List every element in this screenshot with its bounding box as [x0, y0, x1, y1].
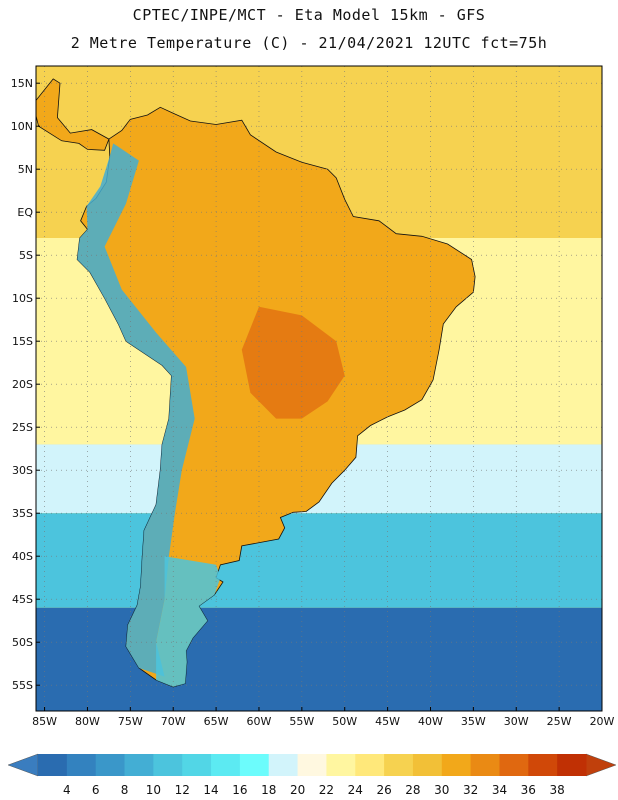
- colorbar-swatch: [153, 754, 183, 776]
- colorbar-labels: 4 6 8 10 12 14 16 18 20 22 24 26 28 30 32 34 36 38: [63, 783, 565, 797]
- latitude-label: 40S: [12, 550, 33, 563]
- colorbar-swatch: [412, 754, 443, 776]
- colorbar-swatch: [384, 754, 414, 776]
- longitude-label: 85W: [32, 715, 57, 728]
- colorbar-label: 20: [290, 783, 305, 797]
- colorbar-swatch: [297, 754, 327, 776]
- latitude-label: 55S: [12, 679, 33, 692]
- latitude-label: 45S: [12, 593, 33, 606]
- colorbar-swatches: [7, 753, 617, 777]
- latitude-labels: 15N 10N 5N EQ 5S 10S 15S 20S 25S 30S 35S 40S 45S 50S 5…: [11, 77, 40, 692]
- latitude-label: 15N: [11, 77, 33, 90]
- land-areas: [36, 78, 476, 688]
- longitude-label: 25W: [547, 715, 572, 728]
- colorbar-label: 22: [319, 783, 334, 797]
- colorbar-swatch: [211, 754, 241, 776]
- colorbar-label: 24: [348, 783, 363, 797]
- colorbar-swatch: [124, 754, 154, 776]
- colorbar-swatch: [268, 754, 299, 776]
- colorbar-swatch: [470, 754, 500, 776]
- colorbar-swatch: [239, 754, 270, 776]
- colorbar-swatch: [557, 754, 587, 776]
- longitude-label: 60W: [247, 715, 272, 728]
- colorbar-label: 38: [550, 783, 565, 797]
- longitude-label: 55W: [289, 715, 314, 728]
- colorbar-label: 18: [261, 783, 276, 797]
- colorbar-swatch: [66, 754, 97, 776]
- longitude-label: 80W: [75, 715, 100, 728]
- colorbar-label: 26: [376, 783, 391, 797]
- colorbar-label: 8: [121, 783, 129, 797]
- colorbar-label: 14: [203, 783, 218, 797]
- latitude-label: 5N: [18, 163, 33, 176]
- patagonia-cool-region: [156, 556, 221, 687]
- latitude-label: 50S: [12, 636, 33, 649]
- colorbar-swatch: [528, 754, 558, 776]
- colorbar-label: 10: [146, 783, 161, 797]
- latitude-label: 35S: [12, 507, 33, 520]
- latitude-label: 20S: [12, 378, 33, 391]
- longitude-label: 45W: [375, 715, 400, 728]
- latitude-label: 10N: [11, 120, 33, 133]
- longitude-label: 50W: [332, 715, 357, 728]
- latitude-label: EQ: [17, 206, 33, 219]
- longitude-label: 30W: [504, 715, 529, 728]
- longitude-label: 35W: [461, 715, 486, 728]
- ocean-band-cool: [36, 513, 602, 608]
- central-america-land: [36, 78, 110, 151]
- latitude-label: 15S: [12, 335, 33, 348]
- latitude-label: 30S: [12, 464, 33, 477]
- colorbar-swatch: [355, 754, 385, 776]
- colorbar-swatch: [326, 754, 356, 776]
- map-field: [36, 66, 602, 711]
- chart-title-line1: CPTEC/INPE/MCT - Eta Model 15km - GFS: [132, 6, 486, 24]
- colorbar-label: 12: [175, 783, 190, 797]
- colorbar-label: 6: [92, 783, 100, 797]
- andes-cold-band: [77, 143, 195, 677]
- colorbar-label: 28: [405, 783, 420, 797]
- latitude-label: 10S: [12, 292, 33, 305]
- colorbar-swatch: [38, 754, 68, 776]
- latitude-label: 25S: [12, 421, 33, 434]
- colorbar-label: 16: [232, 783, 247, 797]
- colorbar-label: 32: [463, 783, 478, 797]
- longitude-label: 65W: [204, 715, 229, 728]
- longitude-labels: 85W 80W 75W 70W 65W 60W 55W 50W 45W 40W 35W 30W 25W 2…: [32, 707, 615, 728]
- colorbar-label: 34: [492, 783, 507, 797]
- colorbar-swatch: [95, 754, 126, 776]
- colorbar: 4 6 8 10 12 14 16 18 20 22 24 26 28 30 32 34 36 38: [7, 753, 617, 797]
- longitude-label: 70W: [161, 715, 186, 728]
- colorbar-low-arrow: [7, 753, 39, 777]
- colorbar-swatch: [182, 754, 212, 776]
- colorbar-label: 30: [434, 783, 449, 797]
- ocean-band-cold: [36, 607, 602, 711]
- hot-interior-region: [241, 306, 345, 419]
- colorbar-label: 4: [63, 783, 71, 797]
- colorbar-swatch: [499, 754, 529, 776]
- longitude-label: 20W: [590, 715, 615, 728]
- chart-title-line2: 2 Metre Temperature (C) - 21/04/2021 12U…: [70, 34, 548, 52]
- map-frame: [35, 65, 603, 712]
- colorbar-swatch: [441, 754, 472, 776]
- longitude-label: 40W: [418, 715, 443, 728]
- colorbar-high-arrow: [585, 753, 617, 777]
- latitude-label: 5S: [19, 249, 33, 262]
- temperature-map: 15N 10N 5N EQ 5S 10S 15S 20S 25S 30S 35S 40S 45S 50S 5…: [11, 65, 615, 728]
- longitude-label: 75W: [118, 715, 143, 728]
- colorbar-label: 36: [521, 783, 536, 797]
